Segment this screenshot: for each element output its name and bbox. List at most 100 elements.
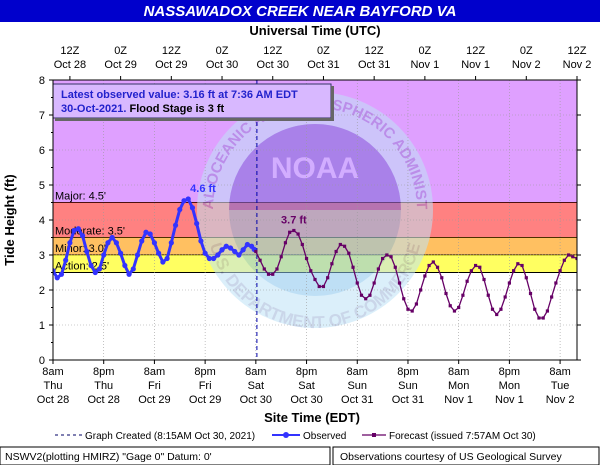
y-tick-label: 6 bbox=[39, 145, 45, 157]
data-series bbox=[53, 196, 577, 320]
bottom-tick-day: Mon bbox=[499, 380, 520, 392]
forecast-point bbox=[313, 277, 317, 282]
observed-point bbox=[223, 243, 229, 249]
forecast-point bbox=[575, 256, 577, 261]
top-tick-date: Oct 31 bbox=[307, 59, 339, 71]
forecast-point bbox=[364, 297, 368, 301]
forecast-point bbox=[254, 249, 258, 254]
bottom-tick-time: 8am bbox=[448, 366, 469, 378]
forecast-point bbox=[528, 291, 533, 296]
bottom-axis-title: Site Time (EDT) bbox=[264, 410, 360, 425]
bottom-tick-date: Oct 29 bbox=[138, 394, 170, 406]
top-tick-hour: 12Z bbox=[568, 45, 587, 57]
forecast-point bbox=[452, 309, 457, 313]
bottom-tick-date: Oct 30 bbox=[290, 394, 322, 406]
observed-point bbox=[84, 248, 90, 255]
info-flood-stage: Flood Stage is 3 ft bbox=[126, 103, 224, 115]
forecast-point bbox=[296, 232, 300, 236]
observed-point bbox=[219, 247, 225, 253]
bottom-tick-day: Thu bbox=[94, 380, 113, 392]
forecast-point bbox=[321, 284, 326, 289]
observed-point bbox=[63, 257, 69, 263]
forecast-point bbox=[465, 279, 469, 283]
observed-point bbox=[232, 248, 238, 255]
bottom-tick-time: 8pm bbox=[296, 366, 317, 378]
observed-point bbox=[206, 255, 212, 262]
observed-point bbox=[126, 271, 132, 277]
forecast-point bbox=[279, 255, 283, 259]
forecast-point bbox=[359, 293, 364, 297]
y-tick-label: 1 bbox=[39, 320, 45, 332]
bottom-tick-date: Nov 2 bbox=[546, 394, 575, 406]
observed-point bbox=[160, 259, 166, 265]
observed-point bbox=[147, 231, 153, 237]
observed-point bbox=[189, 205, 196, 211]
bottom-tick-day: Fri bbox=[199, 380, 212, 392]
top-tick-hour: 12Z bbox=[263, 45, 282, 57]
forecast-point bbox=[381, 256, 385, 261]
forecast-point bbox=[304, 256, 309, 261]
forecast-point bbox=[461, 293, 465, 297]
forecast-point bbox=[410, 309, 414, 313]
forecast-point bbox=[397, 281, 402, 285]
chart-title: NASSAWADOX CREEK NEAR BAYFORD VA bbox=[144, 3, 457, 20]
forecast-point bbox=[372, 281, 376, 285]
footer-datum: NSWV2(plotting HMIRZ) "Gage 0" Datum: 0' bbox=[5, 451, 212, 463]
peak-labels: 4.6 ft 3.7 ft bbox=[190, 183, 307, 227]
forecast-point bbox=[351, 265, 355, 269]
top-tick-hour: 12Z bbox=[466, 45, 485, 57]
forecast-point bbox=[566, 253, 571, 257]
y-tick-label: 3 bbox=[39, 250, 45, 262]
forecast-point bbox=[419, 288, 423, 292]
forecast-point bbox=[486, 293, 490, 297]
forecast-point bbox=[414, 302, 419, 306]
observed-point bbox=[92, 269, 98, 276]
forecast-point bbox=[266, 272, 271, 276]
observed-point bbox=[210, 255, 217, 262]
observed-point bbox=[236, 252, 242, 258]
bottom-tick-time: 8pm bbox=[194, 366, 215, 378]
bottom-tick-day: Sat bbox=[248, 380, 265, 392]
footer-credit: Observations courtesy of US Geological S… bbox=[340, 451, 563, 463]
bottom-tick-time: 8am bbox=[144, 366, 165, 378]
legend-observed: Observed bbox=[303, 431, 346, 442]
observed-point bbox=[151, 240, 158, 246]
observed-point bbox=[79, 233, 86, 239]
observed-point bbox=[227, 245, 234, 251]
forecast-point bbox=[516, 262, 520, 266]
observed-point bbox=[122, 262, 128, 269]
bottom-tick-date: Oct 28 bbox=[88, 394, 120, 406]
forecast-point bbox=[317, 284, 321, 289]
y-tick-label: 0 bbox=[39, 355, 45, 367]
observed-point bbox=[168, 240, 174, 246]
observed-point bbox=[215, 252, 221, 258]
forecast-point bbox=[503, 295, 507, 299]
observed-point bbox=[105, 240, 111, 246]
info-date: 30-Oct-2021. bbox=[61, 103, 126, 115]
forecast-point bbox=[469, 269, 473, 273]
footer: NSWV2(plotting HMIRZ) "Gage 0" Datum: 0'… bbox=[0, 446, 600, 465]
stage-label-moderate: Moderate: 3.5' bbox=[55, 226, 125, 238]
observed-point bbox=[240, 247, 246, 253]
bottom-tick-day: Fri bbox=[148, 380, 161, 392]
observed-point bbox=[194, 220, 200, 227]
forecast-point bbox=[283, 241, 288, 245]
observed-point bbox=[58, 271, 65, 277]
observed-point bbox=[118, 250, 124, 256]
forecast-point bbox=[440, 276, 444, 280]
observed-point bbox=[185, 196, 191, 202]
peak-label: 4.6 ft bbox=[190, 183, 216, 195]
forecast-point bbox=[347, 251, 351, 255]
bottom-tick-date: Oct 28 bbox=[37, 394, 69, 406]
bottom-tick-time: 8am bbox=[245, 366, 266, 378]
legend: Graph Created (8:15AM Oct 30, 2021) Obse… bbox=[55, 431, 536, 442]
legend-forecast: Forecast (issued 7:57AM Oct 30) bbox=[389, 431, 536, 442]
forecast-point bbox=[338, 242, 342, 247]
forecast-point bbox=[571, 255, 575, 259]
top-tick-hour: 12Z bbox=[162, 45, 181, 57]
stage-label-minor: Minor: 3.0' bbox=[55, 243, 106, 255]
forecast-point bbox=[288, 230, 292, 234]
observed-point bbox=[75, 226, 81, 232]
top-tick-date: Oct 30 bbox=[257, 59, 289, 71]
